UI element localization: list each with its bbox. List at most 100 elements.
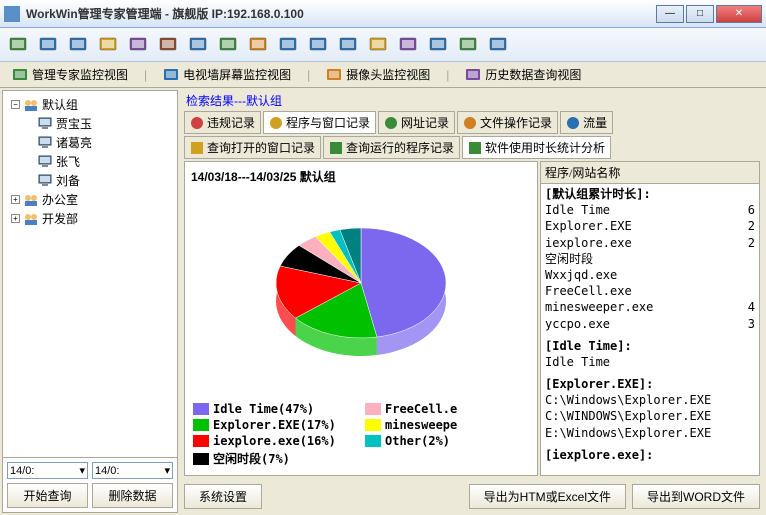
tab-icon bbox=[384, 116, 398, 130]
legend-swatch bbox=[365, 403, 381, 415]
toolbar-icon-14[interactable] bbox=[426, 33, 450, 57]
list-row[interactable]: Idle Time6 bbox=[545, 202, 755, 218]
legend-item: Other(2%) bbox=[365, 434, 529, 448]
tree-group-0[interactable]: +办公室 bbox=[7, 190, 173, 209]
expander-icon[interactable]: − bbox=[11, 100, 20, 109]
view-tab-2[interactable]: 摄像头监控视图 bbox=[320, 64, 436, 85]
group-icon bbox=[23, 211, 39, 227]
system-settings-button[interactable]: 系统设置 bbox=[184, 484, 262, 509]
computer-icon bbox=[37, 173, 53, 189]
date-to[interactable]: 14/0:▾ bbox=[92, 462, 173, 479]
list-section-title: [Explorer.EXE]: bbox=[545, 376, 755, 392]
sub-tab-label: 软件使用时长统计分析 bbox=[485, 139, 605, 156]
tree-root[interactable]: − 默认组 bbox=[7, 95, 173, 114]
legend-item: 空闲时段(7%) bbox=[193, 450, 357, 467]
window-buttons: — □ ✕ bbox=[656, 5, 762, 23]
toolbar-icon-5[interactable] bbox=[156, 33, 180, 57]
date-from[interactable]: 14/0:▾ bbox=[7, 462, 88, 479]
tree-root-label: 默认组 bbox=[42, 96, 78, 113]
close-button[interactable]: ✕ bbox=[716, 5, 762, 23]
chart-pane: 14/03/18---14/03/25 默认组 Idle Time(47%)Fr… bbox=[184, 161, 538, 476]
toolbar-icon-0[interactable] bbox=[6, 33, 30, 57]
toolbar-icon-1[interactable] bbox=[36, 33, 60, 57]
record-tab-2[interactable]: 网址记录 bbox=[378, 111, 455, 134]
legend-label: 空闲时段(7%) bbox=[213, 450, 290, 467]
view-tab-1[interactable]: 电视墙屏幕监控视图 bbox=[157, 64, 297, 85]
toolbar-icon-16[interactable] bbox=[486, 33, 510, 57]
view-tabs: 管理专家监控视图|电视墙屏幕监控视图|摄像头监控视图|历史数据查询视图 bbox=[0, 62, 766, 88]
list-row[interactable]: C:\Windows\Explorer.EXE bbox=[545, 392, 755, 408]
list-row[interactable]: C:\WINDOWS\Explorer.EXE bbox=[545, 408, 755, 424]
list-row[interactable]: 空闲时段 bbox=[545, 251, 755, 267]
tree-user-label: 贾宝玉 bbox=[56, 115, 92, 132]
record-tab-1[interactable]: 程序与窗口记录 bbox=[263, 111, 376, 134]
tree-user-3[interactable]: 刘备 bbox=[7, 171, 173, 190]
computer-icon bbox=[37, 116, 53, 132]
record-tab-label: 程序与窗口记录 bbox=[286, 114, 370, 131]
list-row[interactable]: yccpo.exe3 bbox=[545, 316, 755, 332]
sidebar: − 默认组 贾宝玉诸葛亮张飞刘备 +办公室+开发部 14/0:▾ 14/0:▾ … bbox=[2, 90, 178, 513]
list-row[interactable]: Idle Time bbox=[545, 354, 755, 370]
view-tab-label: 管理专家监控视图 bbox=[32, 66, 128, 83]
legend-label: Other(2%) bbox=[385, 434, 450, 448]
tab-icon bbox=[269, 116, 283, 130]
sub-tab-0[interactable]: 查询打开的窗口记录 bbox=[184, 136, 321, 159]
expander-icon[interactable]: + bbox=[11, 214, 20, 223]
tree-group-1[interactable]: +开发部 bbox=[7, 209, 173, 228]
toolbar-icon-6[interactable] bbox=[186, 33, 210, 57]
toolbar-icon-9[interactable] bbox=[276, 33, 300, 57]
content: 检索结果---默认组 违规记录 程序与窗口记录 网址记录文件操作记录流量 查询打开的… bbox=[180, 90, 764, 513]
toolbar-icon-12[interactable] bbox=[366, 33, 390, 57]
titlebar: WorkWin管理专家管理端 - 旗舰版 IP:192.168.0.100 — … bbox=[0, 0, 766, 28]
list-row[interactable]: minesweeper.exe4 bbox=[545, 299, 755, 315]
search-result: 检索结果---默认组 bbox=[180, 90, 764, 111]
toolbar-icon-4[interactable] bbox=[126, 33, 150, 57]
view-tab-icon bbox=[12, 67, 28, 83]
stats-list[interactable]: 程序/网站名称 [默认组累计时长]:Idle Time6Explorer.EXE… bbox=[540, 161, 760, 476]
view-tab-icon bbox=[163, 67, 179, 83]
legend-item: Explorer.EXE(17%) bbox=[193, 418, 357, 432]
toolbar-icon-8[interactable] bbox=[246, 33, 270, 57]
toolbar-icon-3[interactable] bbox=[96, 33, 120, 57]
sub-tab-2[interactable]: 软件使用时长统计分析 bbox=[462, 136, 611, 159]
expander-icon[interactable]: + bbox=[11, 195, 20, 204]
pie-chart bbox=[189, 187, 533, 398]
tree-user-label: 张飞 bbox=[56, 153, 80, 170]
group-icon bbox=[23, 97, 39, 113]
record-tab-4[interactable]: 流量 bbox=[560, 111, 613, 134]
delete-button[interactable]: 删除数据 bbox=[92, 483, 173, 508]
list-row[interactable]: E:\Windows\Explorer.EXE bbox=[545, 425, 755, 441]
view-tab-3[interactable]: 历史数据查询视图 bbox=[459, 64, 587, 85]
minimize-button[interactable]: — bbox=[656, 5, 684, 23]
toolbar-icon-7[interactable] bbox=[216, 33, 240, 57]
toolbar-icon-13[interactable] bbox=[396, 33, 420, 57]
maximize-button[interactable]: □ bbox=[686, 5, 714, 23]
tree-user-1[interactable]: 诸葛亮 bbox=[7, 133, 173, 152]
tree-user-2[interactable]: 张飞 bbox=[7, 152, 173, 171]
tab-icon bbox=[566, 116, 580, 130]
query-button[interactable]: 开始查询 bbox=[7, 483, 88, 508]
view-tab-0[interactable]: 管理专家监控视图 bbox=[6, 64, 134, 85]
tab-icon bbox=[468, 141, 482, 155]
legend-swatch bbox=[365, 419, 381, 431]
list-section-title: [Idle Time]: bbox=[545, 338, 755, 354]
list-row[interactable]: iexplore.exe2 bbox=[545, 235, 755, 251]
tree-user-0[interactable]: 贾宝玉 bbox=[7, 114, 173, 133]
toolbar-icon-11[interactable] bbox=[336, 33, 360, 57]
tab-icon bbox=[190, 116, 204, 130]
legend-label: iexplore.exe(16%) bbox=[213, 434, 336, 448]
window-title: WorkWin管理专家管理端 - 旗舰版 IP:192.168.0.100 bbox=[26, 5, 656, 22]
list-row[interactable]: Wxxjqd.exe bbox=[545, 267, 755, 283]
record-tab-0[interactable]: 违规记录 bbox=[184, 111, 261, 134]
export-excel-button[interactable]: 导出为HTM或Excel文件 bbox=[469, 484, 626, 509]
sub-tab-1[interactable]: 查询运行的程序记录 bbox=[323, 136, 460, 159]
list-row[interactable]: FreeCell.exe bbox=[545, 283, 755, 299]
list-row[interactable]: Explorer.EXE2 bbox=[545, 218, 755, 234]
toolbar-icon-10[interactable] bbox=[306, 33, 330, 57]
toolbar-icon-2[interactable] bbox=[66, 33, 90, 57]
toolbar-icon-15[interactable] bbox=[456, 33, 480, 57]
record-tab-label: 网址记录 bbox=[401, 114, 449, 131]
chart-legend: Idle Time(47%)FreeCell.eExplorer.EXE(17%… bbox=[189, 398, 533, 471]
record-tab-3[interactable]: 文件操作记录 bbox=[457, 111, 558, 134]
export-word-button[interactable]: 导出到WORD文件 bbox=[632, 484, 760, 509]
